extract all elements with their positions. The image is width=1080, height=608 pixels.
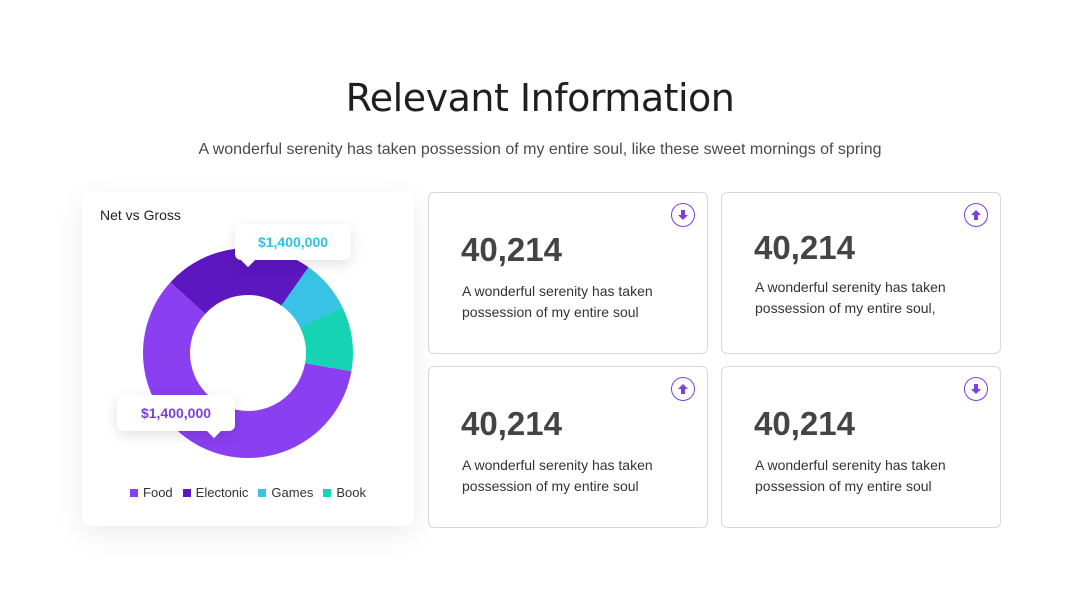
legend-item-book: Book (323, 485, 366, 500)
legend-swatch (323, 488, 332, 497)
legend-item-electonic: Electonic (182, 485, 249, 500)
legend-label: Book (336, 485, 366, 500)
stat-value: 40,214 (754, 229, 855, 266)
legend-swatch (258, 488, 267, 497)
callout-games: $1,400,000 (235, 224, 351, 260)
arrow-down-icon (671, 203, 695, 227)
stat-card-3: 40,214 A wonderful serenity has taken po… (428, 366, 708, 528)
stat-value: 40,214 (754, 405, 855, 442)
stat-value: 40,214 (461, 231, 562, 268)
chart-card: Net vs Gross $1,400,000 $1,400,000 Food … (82, 192, 414, 526)
page-title: Relevant Information (345, 76, 735, 120)
stat-card-1: 40,214 A wonderful serenity has taken po… (428, 192, 708, 354)
arrow-up-icon (964, 203, 988, 227)
stat-card-4: 40,214 A wonderful serenity has taken po… (721, 366, 1001, 528)
donut-slice-games (281, 267, 343, 328)
donut-slice-electonic (170, 248, 309, 314)
page-subtitle: A wonderful serenity has taken possessio… (198, 141, 882, 158)
legend-item-food: Food (130, 485, 173, 500)
stat-text: A wonderful serenity has taken possessio… (755, 457, 946, 494)
arrow-down-icon (964, 377, 988, 401)
legend-swatch (130, 488, 139, 497)
stat-value: 40,214 (461, 405, 562, 442)
stat-card-2: 40,214 A wonderful serenity has taken po… (721, 192, 1001, 354)
arrow-up-icon (671, 377, 695, 401)
stat-text: A wonderful serenity has taken possessio… (755, 279, 946, 316)
legend-item-games: Games (258, 485, 313, 500)
stat-text: A wonderful serenity has taken possessio… (462, 283, 653, 320)
legend-label: Games (271, 485, 314, 500)
chart-title: Net vs Gross (100, 207, 181, 223)
legend-swatch (182, 488, 191, 497)
chart-legend: Food Electonic Games Book (82, 485, 414, 500)
stat-text: A wonderful serenity has taken possessio… (462, 457, 653, 494)
legend-label: Electonic (195, 485, 249, 500)
legend-label: Food (143, 485, 173, 500)
callout-food: $1,400,000 (117, 395, 235, 431)
donut-slice-book (300, 306, 353, 372)
